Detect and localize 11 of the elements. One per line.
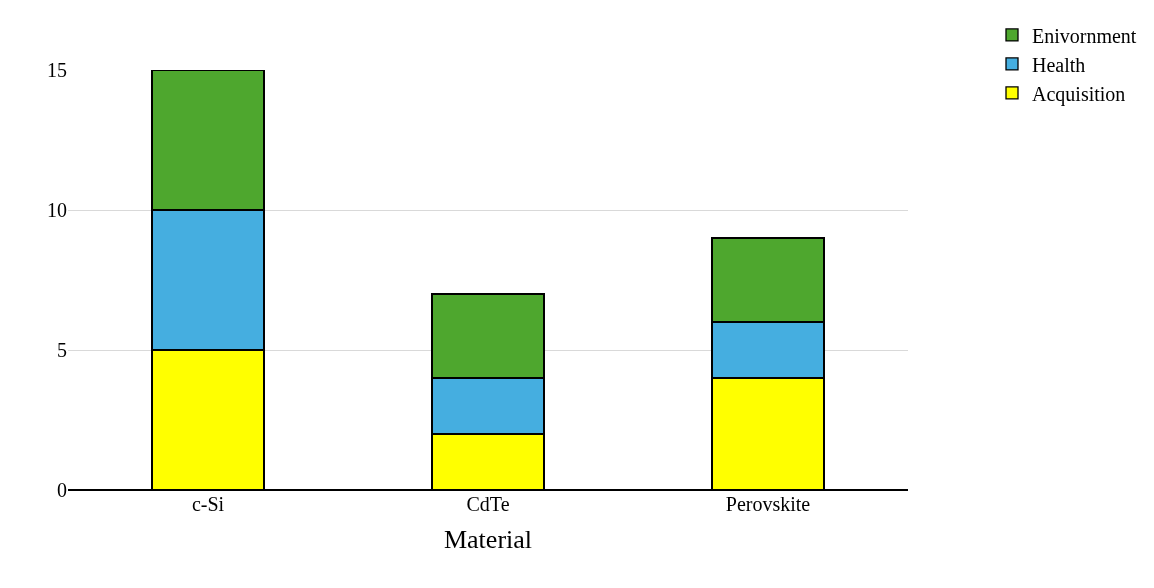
y-tick-label: 0: [57, 479, 67, 501]
legend-label: Enivornment: [1032, 24, 1137, 47]
y-tick-label: 5: [57, 339, 67, 361]
x-tick-label: CdTe: [466, 493, 510, 515]
legend-label: Acquisition: [1032, 82, 1126, 106]
x-tick-label: Perovskite: [725, 493, 811, 515]
x-axis-title: Material: [443, 524, 533, 554]
legend-label: Health: [1032, 53, 1086, 76]
y-tick-label: 10: [47, 199, 67, 221]
y-tick-label: 15: [47, 59, 67, 81]
x-tick-label: c-Si: [191, 493, 225, 515]
